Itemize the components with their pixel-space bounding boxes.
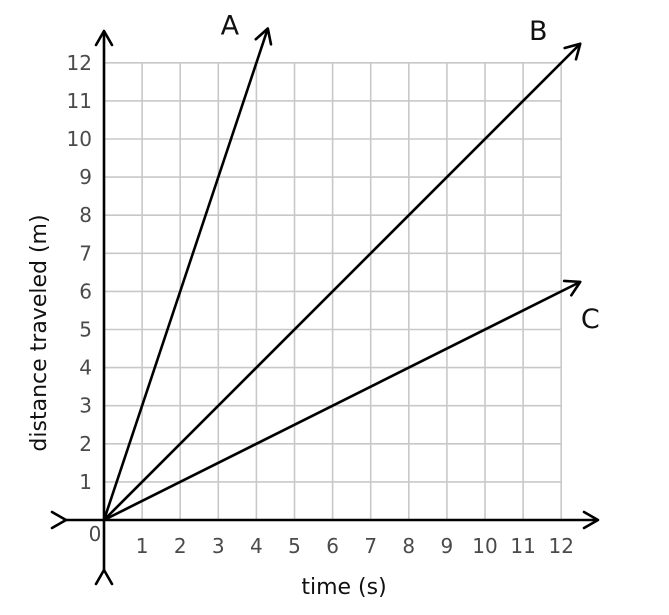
series-label-a: A (221, 11, 240, 42)
y-tick-label: 8 (79, 203, 92, 227)
axes (50, 29, 600, 586)
series-label-c: C (581, 304, 600, 335)
series-label-b: B (529, 16, 548, 47)
y-tick-label: 3 (79, 394, 92, 418)
x-tick-label: 5 (288, 534, 301, 558)
x-tick-label: 3 (212, 534, 225, 558)
x-tick-label: 4 (250, 534, 263, 558)
y-tick-label: 5 (79, 318, 92, 342)
x-tick-label: 11 (510, 534, 535, 558)
y-tick-label: 10 (67, 127, 92, 151)
y-tick-label: 11 (67, 89, 92, 113)
y-tick-label: 7 (79, 241, 92, 265)
x-tick-label: 1 (136, 534, 149, 558)
x-tick-label: 8 (402, 534, 415, 558)
x-tick-label: 10 (472, 534, 497, 558)
series-line-b (103, 42, 582, 521)
x-axis-title: time (s) (301, 575, 386, 600)
series-line-c (103, 279, 582, 522)
y-tick-label: 9 (79, 165, 92, 189)
y-tick-label: 6 (79, 279, 92, 303)
y-tick-label: 12 (67, 51, 92, 75)
x-tick-label: 6 (326, 534, 339, 558)
x-tick-label: 2 (174, 534, 187, 558)
y-tick-label: 2 (79, 432, 92, 456)
x-tick-label: 9 (441, 534, 454, 558)
x-tick-labels: 1 2 3 4 5 6 7 8 9 10 11 12 (136, 534, 574, 558)
series-line-a (102, 27, 273, 521)
x-tick-label: 7 (364, 534, 377, 558)
y-tick-label: 1 (79, 470, 92, 494)
y-tick-label: 4 (79, 356, 92, 380)
y-axis-title: distance traveled (m) (27, 214, 52, 451)
origin-label: 0 (89, 522, 102, 546)
series-lines: A B C (102, 11, 600, 522)
x-tick-label: 12 (548, 534, 573, 558)
